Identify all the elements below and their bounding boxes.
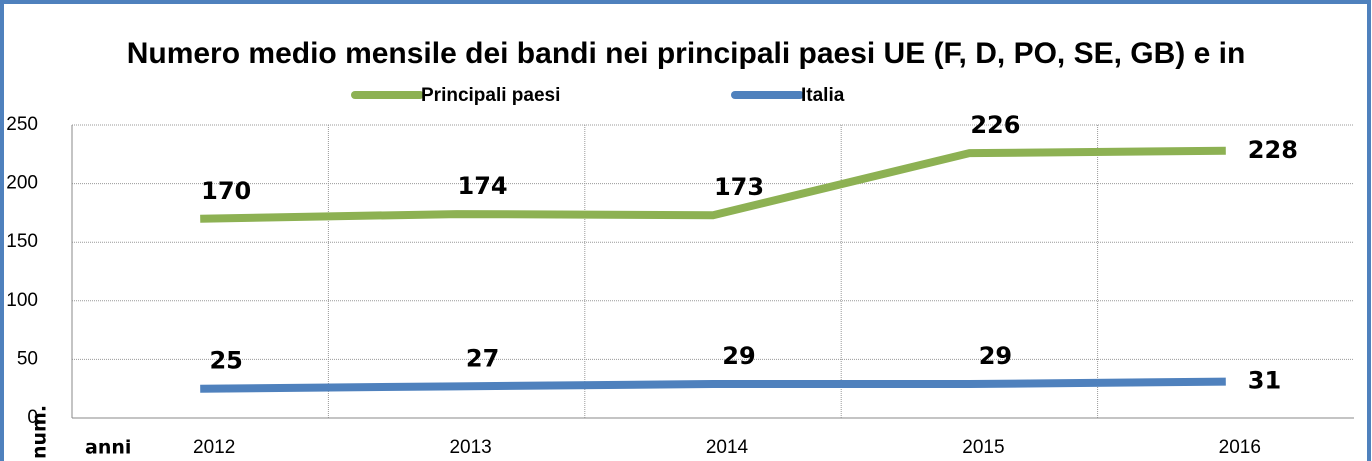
x-tick-label: 2015 <box>962 437 1004 458</box>
legend-label: Principali paesi <box>421 85 560 106</box>
data-label: 29 <box>979 342 1012 370</box>
x-axis-label: anni <box>85 437 131 459</box>
data-label: 173 <box>714 173 764 201</box>
y-tick-label: 50 <box>17 348 38 369</box>
chart-title: Numero medio mensile dei bandi nei princ… <box>127 37 1246 70</box>
data-label: 25 <box>209 347 242 375</box>
data-label: 174 <box>458 172 508 200</box>
series-line <box>200 146 1226 223</box>
x-tick-label: 2012 <box>193 437 235 458</box>
x-tick-label: 2016 <box>1219 437 1261 458</box>
data-label: 228 <box>1248 136 1298 164</box>
data-label: 226 <box>970 111 1020 139</box>
data-label: 27 <box>466 344 499 372</box>
x-tick-label: 2014 <box>706 437 749 458</box>
data-label: 29 <box>722 342 755 370</box>
y-tick-label: 0 <box>27 407 38 428</box>
legend-label: Italia <box>801 85 845 106</box>
x-tick-label: 2013 <box>449 437 491 458</box>
y-tick-label: 150 <box>6 231 38 252</box>
series-line <box>200 377 1226 393</box>
y-tick-label: 200 <box>6 173 38 194</box>
y-axis-label: num. <box>29 405 51 459</box>
y-tick-label: 100 <box>6 290 38 311</box>
data-label: 170 <box>201 177 251 205</box>
data-label: 31 <box>1248 367 1281 395</box>
y-tick-label: 250 <box>6 114 38 135</box>
